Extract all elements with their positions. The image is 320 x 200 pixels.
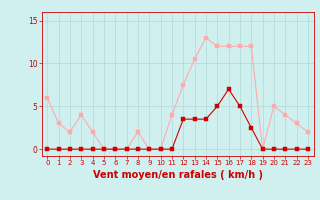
X-axis label: Vent moyen/en rafales ( km/h ): Vent moyen/en rafales ( km/h ) (92, 170, 263, 180)
